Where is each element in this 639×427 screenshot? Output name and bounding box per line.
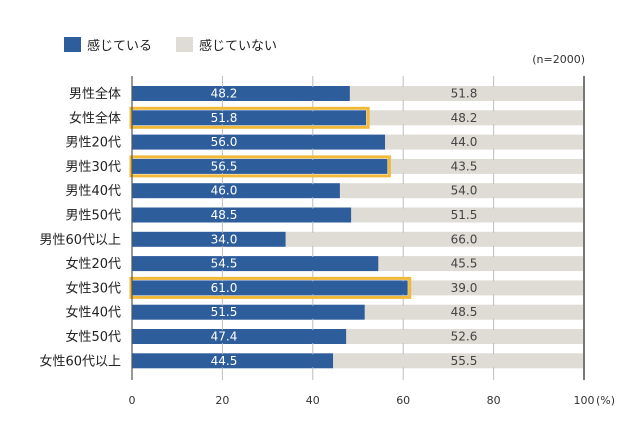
legend-item-felt: 感じている: [64, 35, 152, 54]
legend-label-felt: 感じている: [87, 39, 153, 54]
bar-felt-fill: [132, 281, 408, 295]
bar-not-felt-fill: [351, 208, 584, 222]
x-tick-label: 100: [574, 394, 595, 407]
category-label: 男性40代: [65, 184, 121, 199]
sample-size-note: (n=2000): [532, 53, 585, 66]
value-label-felt: 44.5: [211, 354, 238, 368]
bar-not-felt-fill: [285, 232, 584, 246]
value-label-not-felt: 51.5: [451, 208, 478, 222]
legend-item-not-felt: 感じていない: [176, 35, 277, 54]
x-unit-label: (%): [596, 394, 615, 407]
highlight-box: [129, 276, 412, 299]
bar-not-felt-fill: [364, 305, 584, 319]
category-label: 女性60代以上: [39, 353, 121, 369]
category-label: 男性30代: [65, 160, 121, 175]
value-label-not-felt: 55.5: [451, 354, 478, 368]
bar-not-felt-fill: [333, 354, 584, 368]
bar-felt-fill: [132, 87, 350, 100]
bar-felt-fill: [132, 208, 352, 222]
category-label: 女性20代: [65, 256, 121, 272]
value-label-not-felt: 48.2: [451, 111, 478, 125]
legend: 感じている 感じていない: [64, 35, 301, 54]
highlight-box: [129, 155, 391, 178]
x-tick-label: 0: [129, 394, 136, 407]
value-label-not-felt: 45.5: [451, 257, 478, 271]
category-label: 女性全体: [69, 110, 121, 126]
category-label: 女性40代: [65, 305, 121, 321]
x-tick-label: 80: [487, 394, 501, 407]
legend-label-not-felt: 感じていない: [199, 39, 278, 54]
bar-felt-fill: [132, 330, 347, 343]
bar-not-felt-fill: [346, 330, 584, 343]
bar-felt-fill: [132, 257, 379, 271]
value-label-not-felt: 51.8: [451, 87, 478, 101]
bar-felt-fill: [132, 232, 286, 246]
value-label-not-felt: 43.5: [451, 159, 478, 173]
value-label-felt: 48.2: [211, 87, 238, 101]
value-label-not-felt: 39.0: [451, 281, 478, 295]
category-label: 女性50代: [65, 329, 121, 345]
value-label-felt: 56.0: [211, 135, 238, 149]
value-label-felt: 51.5: [211, 305, 238, 319]
value-label-not-felt: 54.0: [451, 184, 478, 198]
bar-felt-fill: [132, 111, 367, 125]
x-tick-label: 40: [306, 394, 320, 407]
value-label-not-felt: 52.6: [451, 330, 478, 344]
bar-felt-fill: [132, 184, 340, 198]
bar-not-felt-fill: [339, 184, 584, 198]
x-tick-label: 60: [396, 394, 410, 407]
category-label: 男性全体: [69, 86, 121, 102]
value-label-felt: 48.5: [211, 208, 238, 222]
category-label: 男性60代以上: [39, 233, 121, 248]
bar-felt-fill: [132, 135, 386, 149]
value-label-felt: 54.5: [211, 257, 238, 271]
bar-not-felt-fill: [349, 87, 584, 100]
value-label-not-felt: 48.5: [451, 305, 478, 319]
value-label-not-felt: 66.0: [451, 232, 478, 246]
legend-swatch-felt: [64, 37, 81, 52]
bar-felt-fill: [132, 354, 334, 368]
category-label: 男性20代: [65, 136, 121, 151]
bar-not-felt-fill: [407, 281, 584, 295]
value-label-felt: 61.0: [211, 281, 238, 295]
bar-felt-fill: [132, 305, 365, 319]
value-label-felt: 34.0: [211, 232, 238, 246]
highlight-box: [129, 106, 370, 129]
bar-not-felt-fill: [366, 111, 584, 125]
bar-not-felt-fill: [387, 159, 584, 173]
value-label-felt: 46.0: [211, 184, 238, 198]
x-tick-label: 20: [215, 394, 229, 407]
legend-swatch-not-felt: [176, 37, 194, 52]
bar-not-felt-fill: [378, 257, 584, 271]
value-label-not-felt: 44.0: [451, 135, 478, 149]
category-label: 男性50代: [65, 209, 121, 224]
bar-not-felt-fill: [385, 135, 584, 149]
value-label-felt: 51.8: [211, 111, 238, 125]
category-label: 女性30代: [65, 280, 121, 296]
value-label-felt: 47.4: [211, 330, 238, 344]
value-label-felt: 56.5: [211, 159, 238, 173]
bar-felt-fill: [132, 159, 388, 173]
